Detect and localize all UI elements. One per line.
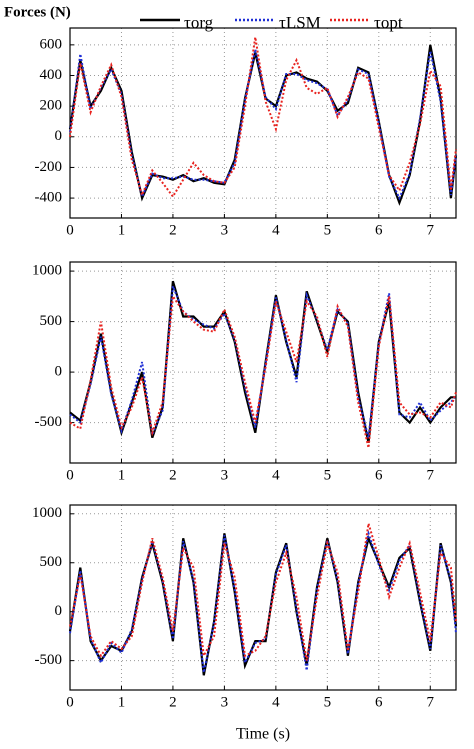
- x-tick-label: 4: [272, 222, 280, 238]
- x-tick-label: 0: [66, 222, 74, 238]
- x-tick-label: 6: [375, 694, 383, 710]
- x-tick-label: 6: [375, 222, 383, 238]
- x-tick-label: 7: [427, 467, 435, 483]
- legend-label: τorg: [184, 13, 214, 32]
- x-tick-label: 4: [272, 694, 280, 710]
- y-tick-label: 500: [40, 313, 63, 329]
- x-tick-label: 4: [272, 467, 280, 483]
- x-tick-label: 2: [169, 694, 177, 710]
- y-tick-label: 200: [40, 98, 63, 114]
- y-tick-label: 500: [40, 554, 63, 570]
- y-tick-label: 600: [40, 36, 63, 52]
- plot-frame: [69, 504, 457, 691]
- x-tick-label: 5: [324, 694, 332, 710]
- series-line: [69, 529, 457, 673]
- legend-label: τLSM: [279, 13, 321, 32]
- y-tick-label: 400: [40, 67, 63, 83]
- y-tick-label: -500: [35, 414, 63, 430]
- series-line: [69, 280, 456, 444]
- series-line: [69, 49, 457, 201]
- y-tick-label: 0: [55, 128, 63, 144]
- x-tick-label: 3: [221, 467, 229, 483]
- x-tick-label: 5: [324, 222, 332, 238]
- y-tick-label: -500: [35, 652, 63, 668]
- series-line: [68, 533, 458, 676]
- y-tick-label: 1000: [32, 505, 62, 521]
- series-line: [69, 523, 457, 661]
- x-tick-label: 0: [66, 694, 74, 710]
- y-tick-label: 0: [55, 364, 63, 380]
- x-tick-label: 3: [221, 694, 229, 710]
- x-tick-label: 6: [375, 467, 383, 483]
- y-tick-label: 0: [55, 603, 63, 619]
- x-tick-label: 7: [427, 694, 435, 710]
- x-tick-label: 5: [324, 467, 332, 483]
- x-tick-label: 7: [427, 222, 435, 238]
- x-tick-label: 1: [118, 467, 126, 483]
- legend-label: τopt: [374, 13, 403, 32]
- series-line: [69, 293, 457, 449]
- series-line: [69, 37, 457, 199]
- x-tick-label: 2: [169, 467, 177, 483]
- y-tick-label: -200: [35, 159, 63, 175]
- y-axis-title: Forces (N): [4, 4, 71, 20]
- x-tick-label: 0: [66, 467, 74, 483]
- plot-frame: [69, 261, 457, 464]
- x-tick-label: 2: [169, 222, 177, 238]
- x-tick-label: 1: [118, 222, 126, 238]
- series-line: [68, 44, 458, 206]
- x-tick-label: 1: [118, 694, 126, 710]
- x-axis-label: Time (s): [236, 726, 290, 743]
- series-line: [69, 285, 457, 439]
- y-tick-label: 1000: [32, 263, 62, 279]
- x-tick-label: 3: [221, 222, 229, 238]
- y-tick-label: -400: [35, 190, 63, 206]
